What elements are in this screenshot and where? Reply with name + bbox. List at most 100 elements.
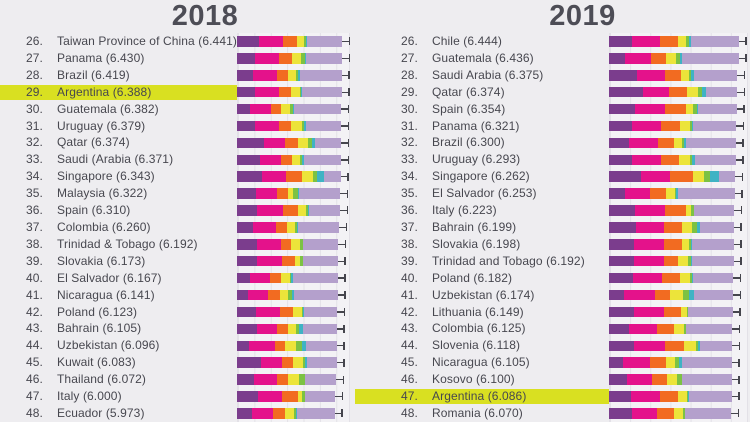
bar-segment-teal (698, 340, 700, 351)
country-score-label: Slovakia (6.173) (57, 253, 146, 268)
score-bar (609, 171, 744, 182)
bar-segment-magenta (629, 137, 659, 149)
score-bar (237, 357, 345, 368)
bar-segment-green (693, 103, 697, 115)
bar-segment-magenta (633, 255, 664, 267)
rank-number: 40. (401, 270, 418, 285)
bar-segment-yellow (297, 137, 309, 149)
bar-segment-green (689, 120, 693, 132)
confidence-whisker (341, 138, 350, 149)
bar-segment-lavender (303, 323, 337, 335)
bar-segment-yellow (674, 323, 684, 335)
bar-segment-green (300, 86, 302, 98)
ranking-row: 29. Qatar (6.374) (375, 84, 750, 101)
ranking-row: 40. Poland (6.182) (375, 270, 750, 287)
bar-segment-green (293, 188, 299, 199)
bar-segment-magenta (264, 137, 286, 149)
bar-segment-teal (301, 86, 302, 98)
score-bar (237, 272, 346, 284)
rank-number: 29. (401, 84, 418, 99)
score-bar (237, 306, 346, 318)
bar-segment-teal (298, 70, 300, 81)
ranking-row: 36. Spain (6.310) (0, 202, 350, 219)
year-title: 2018 (171, 0, 239, 32)
bar-segment-orange (276, 188, 288, 199)
score-bar (609, 323, 741, 335)
bar-segment-orange (281, 239, 291, 250)
country-score-label: Saudi Arabia (6.375) (432, 67, 544, 82)
country-score-label: Spain (6.310) (57, 203, 131, 218)
bar-segment-orange (279, 53, 292, 64)
score-bar (237, 340, 345, 351)
bar-segment-green (312, 171, 317, 182)
ranking-rows: 26. Chile (6.444) 27. Guatemala (6.436) 28. S… (355, 33, 750, 422)
country-score-label: Trinidad & Tobago (6.192) (57, 236, 198, 251)
rank-number: 42. (26, 304, 43, 319)
ranking-row: 48. Romania (6.070) (375, 405, 750, 422)
bar-segment-green (683, 408, 685, 419)
score-bar (609, 408, 740, 419)
bar-segment-magenta (254, 86, 279, 98)
bar-segment-lavender (695, 154, 736, 166)
bar-segment-yellow (290, 86, 301, 98)
bar-segment-purple (237, 171, 263, 182)
bar-segment-lavender (689, 391, 732, 402)
bar-segment-green (674, 188, 677, 199)
bar-segment-lavender (693, 120, 737, 132)
bar-segment-purple (237, 120, 255, 132)
bar-segment-purple (237, 255, 257, 267)
country-score-label: Thailand (6.072) (57, 372, 146, 387)
ranking-row: 36. Italy (6.223) (375, 202, 750, 219)
rank-number: 30. (26, 101, 43, 116)
bar-segment-purple (609, 289, 624, 301)
ranking-row: 28. Brazil (6.419) (0, 67, 351, 84)
bar-segment-lavender (694, 205, 735, 216)
confidence-whisker (337, 290, 346, 301)
bar-segment-teal (691, 70, 694, 81)
rank-number: 26. (401, 34, 418, 48)
bar-segment-orange (270, 103, 281, 115)
bar-segment-yellow (296, 36, 304, 47)
score-bar (237, 374, 345, 385)
bar-segment-orange (278, 120, 292, 132)
ranking-row: 29. Argentina (6.388) (0, 84, 350, 101)
bar-segment-teal (692, 120, 694, 132)
country-score-label: Guatemala (6.436) (432, 50, 534, 65)
country-score-label: Nicaragua (6.141) (57, 287, 155, 302)
bar-segment-purple (237, 70, 254, 81)
bar-segment-teal (692, 272, 694, 284)
bar-segment-lavender (682, 374, 732, 385)
rank-number: 41. (401, 287, 418, 302)
bar-segment-green (704, 171, 710, 182)
rank-number: 37. (401, 219, 418, 234)
confidence-whisker (737, 87, 746, 98)
bar-segment-orange (649, 357, 667, 368)
bar-segment-orange (281, 255, 295, 267)
confidence-whisker (733, 239, 742, 250)
confidence-whisker (731, 391, 740, 402)
bar-segment-green (302, 357, 306, 368)
confidence-whisker (336, 374, 345, 385)
bar-segment-magenta (626, 374, 652, 385)
rank-number: 48. (26, 405, 43, 420)
country-score-label: Panama (6.321) (432, 118, 520, 133)
bar-segment-magenta (248, 340, 275, 351)
confidence-whisker (738, 36, 747, 47)
bar-segment-orange (657, 408, 674, 419)
rank-number: 40. (26, 270, 43, 285)
bar-segment-purple (237, 239, 258, 250)
rank-number: 42. (401, 304, 418, 319)
rank-number: 46. (26, 372, 43, 387)
country-score-label: Bahrain (6.105) (57, 321, 142, 336)
bar-segment-magenta (633, 306, 665, 318)
rank-number: 47. (401, 389, 418, 404)
bar-segment-orange (277, 70, 289, 81)
bar-segment-orange (282, 391, 298, 402)
bar-segment-lavender (690, 36, 739, 47)
score-bar (609, 86, 746, 98)
ranking-row: 47. Argentina (6.086) (355, 388, 750, 405)
bar-segment-yellow (287, 323, 297, 335)
bar-segment-green (288, 289, 292, 301)
bar-segment-yellow (291, 120, 302, 132)
